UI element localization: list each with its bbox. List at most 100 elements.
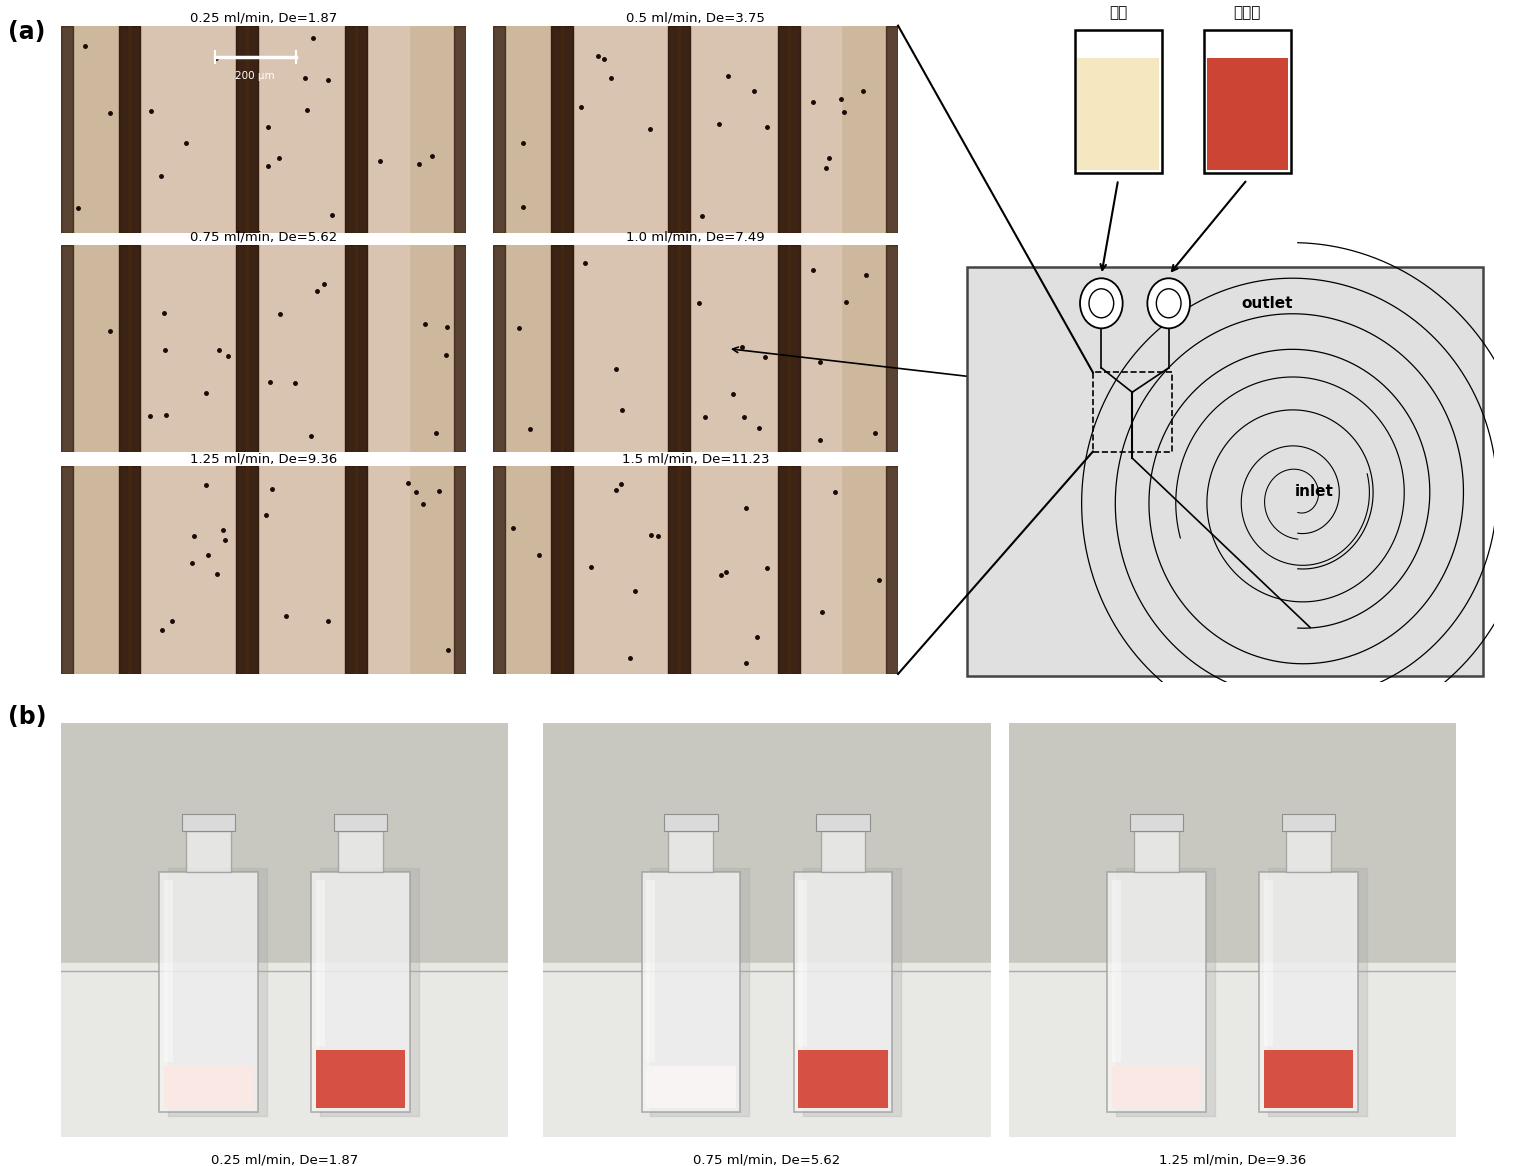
Bar	[346, 26, 367, 233]
Bar	[886, 26, 898, 233]
Bar	[642, 872, 740, 1112]
Bar	[543, 723, 991, 971]
Bar	[237, 26, 258, 233]
Bar	[664, 814, 718, 830]
Bar	[651, 868, 749, 1116]
Bar	[966, 267, 1484, 675]
Bar	[669, 830, 713, 872]
Bar	[1074, 30, 1162, 173]
Bar	[237, 466, 258, 674]
Bar	[1264, 1049, 1353, 1108]
Bar	[454, 26, 466, 233]
Bar	[237, 245, 258, 452]
Text: 혁청: 혁청	[1109, 5, 1127, 20]
Bar	[316, 1049, 405, 1108]
Bar	[493, 245, 505, 452]
Title: 0.25 ml/min, De=1.87: 0.25 ml/min, De=1.87	[190, 12, 337, 24]
Bar	[787, 26, 790, 233]
Bar	[355, 26, 358, 233]
Text: 0.75 ml/min, De=5.62: 0.75 ml/min, De=5.62	[693, 1153, 840, 1166]
Bar	[646, 880, 655, 1062]
Bar	[246, 245, 249, 452]
Bar	[1268, 868, 1367, 1116]
Bar	[1117, 868, 1215, 1116]
Bar	[1009, 963, 1456, 1137]
Bar	[816, 814, 869, 830]
Bar	[551, 245, 573, 452]
Bar	[118, 466, 141, 674]
Bar	[164, 1067, 253, 1108]
Bar	[118, 245, 141, 452]
Bar	[1135, 830, 1179, 872]
Bar	[1009, 723, 1456, 971]
Bar	[129, 466, 130, 674]
Bar	[566, 26, 842, 233]
Bar	[669, 466, 690, 674]
Circle shape	[1156, 289, 1182, 318]
Bar	[551, 26, 573, 233]
Bar	[669, 245, 690, 452]
Bar	[346, 245, 367, 452]
Bar	[164, 880, 173, 1062]
Bar	[802, 868, 901, 1116]
Bar	[778, 245, 799, 452]
Text: outlet: outlet	[1241, 296, 1292, 311]
Bar	[669, 26, 690, 233]
Bar	[821, 830, 865, 872]
Bar	[1264, 880, 1273, 1046]
Bar	[778, 26, 799, 233]
Circle shape	[1147, 279, 1189, 329]
Bar	[1259, 872, 1358, 1112]
Text: (b): (b)	[8, 705, 46, 730]
Bar	[678, 26, 681, 233]
Circle shape	[1080, 279, 1123, 329]
Bar	[129, 245, 130, 452]
Circle shape	[1089, 289, 1113, 318]
Bar	[1130, 814, 1183, 830]
Bar	[493, 26, 505, 233]
Bar	[118, 26, 141, 233]
Bar	[678, 466, 681, 674]
Bar	[778, 466, 799, 674]
Title: 0.5 ml/min, De=3.75: 0.5 ml/min, De=3.75	[627, 12, 765, 24]
Bar	[798, 1049, 887, 1108]
Text: 적혈구: 적혈구	[733, 347, 1065, 393]
Bar	[61, 466, 73, 674]
Text: 적혈구: 적혈구	[1233, 5, 1261, 20]
Bar	[1286, 830, 1330, 872]
Bar	[129, 26, 130, 233]
Text: 200 μm: 200 μm	[235, 71, 275, 82]
Bar	[1077, 58, 1159, 169]
Bar	[246, 466, 249, 674]
Bar	[355, 466, 358, 674]
Bar	[320, 868, 419, 1116]
Bar	[493, 466, 505, 674]
Bar	[61, 26, 73, 233]
Bar	[646, 1067, 736, 1108]
Title: 0.75 ml/min, De=5.62: 0.75 ml/min, De=5.62	[190, 231, 337, 244]
Bar	[543, 963, 991, 1137]
Bar	[1112, 1067, 1201, 1108]
Text: (a): (a)	[8, 20, 46, 44]
Bar	[566, 245, 842, 452]
Title: 1.25 ml/min, De=9.36: 1.25 ml/min, De=9.36	[190, 452, 337, 465]
Title: 1.5 ml/min, De=11.23: 1.5 ml/min, De=11.23	[622, 452, 769, 465]
Bar	[311, 872, 410, 1112]
Bar	[316, 880, 325, 1046]
Bar	[886, 245, 898, 452]
Bar	[678, 245, 681, 452]
Title: 1.0 ml/min, De=7.49: 1.0 ml/min, De=7.49	[627, 231, 765, 244]
Bar	[1112, 880, 1121, 1062]
Bar	[1282, 814, 1335, 830]
Text: inlet: inlet	[1296, 484, 1333, 499]
Bar	[551, 466, 573, 674]
Text: 0.25 ml/min, De=1.87: 0.25 ml/min, De=1.87	[211, 1153, 358, 1166]
Bar	[787, 466, 790, 674]
Bar	[133, 245, 410, 452]
Bar	[168, 868, 267, 1116]
Bar	[187, 830, 231, 872]
Bar	[338, 830, 382, 872]
Text: 1.25 ml/min, De=9.36: 1.25 ml/min, De=9.36	[1159, 1153, 1306, 1166]
Bar	[182, 814, 235, 830]
Bar	[61, 963, 508, 1137]
